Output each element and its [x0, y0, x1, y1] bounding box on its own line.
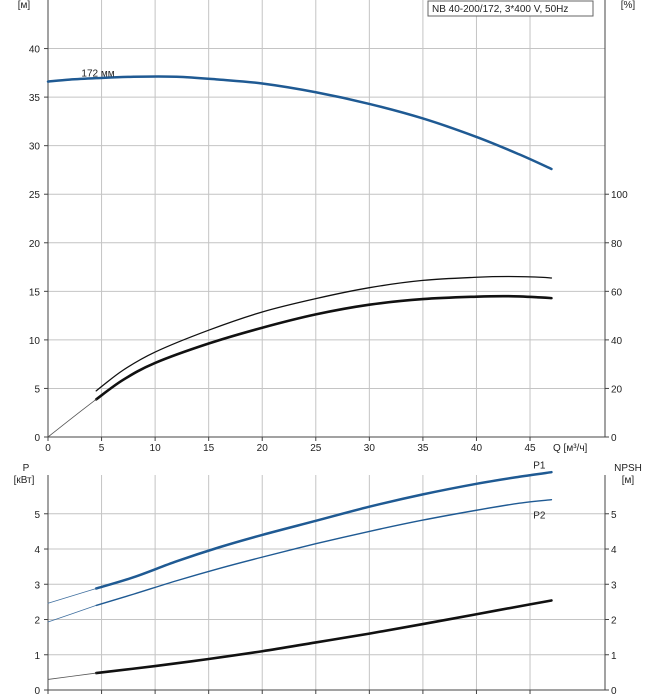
bottom-left-tick-label: 5	[34, 510, 40, 521]
bottom-left-axis-unit: [кВт]	[14, 475, 35, 486]
top-x-tick-label: 0	[45, 443, 51, 454]
top-x-tick-label: 35	[417, 443, 429, 454]
top-x-tick-label: 40	[471, 443, 483, 454]
top-left-tick-label: 5	[34, 384, 40, 395]
bottom-left-tick-label: 0	[34, 686, 40, 697]
power-npsh-chart: 0 1 2 3 4 5 0 1 2 3 4 5 P[кВт] NPSH[м] P1 P2	[14, 460, 642, 697]
series-p2-extension-line	[47, 605, 97, 623]
top-right-tick-label: 20	[611, 384, 623, 395]
top-x-tick-label: 20	[257, 443, 269, 454]
top-left-axis-unit: [м]	[18, 0, 31, 11]
head-efficiency-chart: 0 5 10 15 20 25 30 35 40 0 20 40 60 80 100 0 5 10 15 20 25 30…	[18, 0, 636, 454]
series-p1-extension-line	[47, 588, 97, 604]
bottom-right-tick-label: 3	[611, 580, 617, 591]
series-label-p2: P2	[533, 510, 546, 521]
top-left-tick-label: 0	[34, 433, 40, 444]
bottom-right-axis-unit: [м]	[622, 475, 635, 486]
bottom-left-tick-label: 4	[34, 545, 40, 556]
top-left-tick-label: 30	[29, 142, 41, 153]
series-npsh-extension-line	[47, 672, 97, 680]
bottom-right-axis-title: NPSH	[614, 463, 642, 474]
top-x-tick-label: 15	[203, 443, 215, 454]
top-left-tick-label: 15	[29, 287, 41, 298]
top-x-tick-label: 5	[99, 443, 105, 454]
top-x-tick-label: 45	[524, 443, 536, 454]
title-text: NB 40-200/172, 3*400 V, 50Hz	[432, 4, 568, 15]
top-x-tick-label: 30	[364, 443, 376, 454]
impeller-diameter-label: 172 мм	[81, 69, 114, 80]
bottom-right-tick-label: 0	[611, 686, 617, 697]
top-right-tick-label: 40	[611, 336, 623, 347]
title-box: NB 40-200/172, 3*400 V, 50Hz	[427, 0, 594, 17]
top-left-tick-label: 10	[29, 336, 41, 347]
bottom-left-tick-label: 3	[34, 580, 40, 591]
top-right-tick-label: 0	[611, 433, 617, 444]
top-left-tick-label: 20	[29, 239, 41, 250]
series-label-p1: P1	[533, 460, 546, 471]
series-npsh-line	[94, 599, 553, 675]
top-left-tick-label: 25	[29, 190, 41, 201]
top-left-tick-label: 40	[29, 45, 41, 56]
top-right-tick-label: 100	[611, 190, 628, 201]
series-eta-thin-line	[95, 275, 553, 392]
bottom-left-tick-label: 2	[34, 616, 40, 627]
series-p1-line	[94, 470, 553, 590]
top-right-tick-label: 60	[611, 287, 623, 298]
bottom-left-axis-title: P	[23, 463, 30, 474]
bottom-left-tick-label: 1	[34, 651, 40, 662]
bottom-right-tick-label: 4	[611, 545, 617, 556]
series-p2-line	[95, 498, 553, 607]
series-eta-thick-line	[94, 294, 553, 401]
series-eta-extension-line	[47, 398, 97, 438]
top-x-tick-label: 10	[150, 443, 162, 454]
x-axis-title: Q [м³/ч]	[553, 443, 588, 454]
top-right-axis-unit: [%]	[621, 0, 636, 11]
bottom-right-tick-label: 2	[611, 616, 617, 627]
bottom-right-tick-label: 5	[611, 510, 617, 521]
top-right-tick-label: 80	[611, 239, 623, 250]
top-x-tick-label: 25	[310, 443, 322, 454]
top-left-tick-label: 35	[29, 93, 41, 104]
series-head-line	[46, 75, 553, 171]
bottom-right-tick-label: 1	[611, 651, 617, 662]
